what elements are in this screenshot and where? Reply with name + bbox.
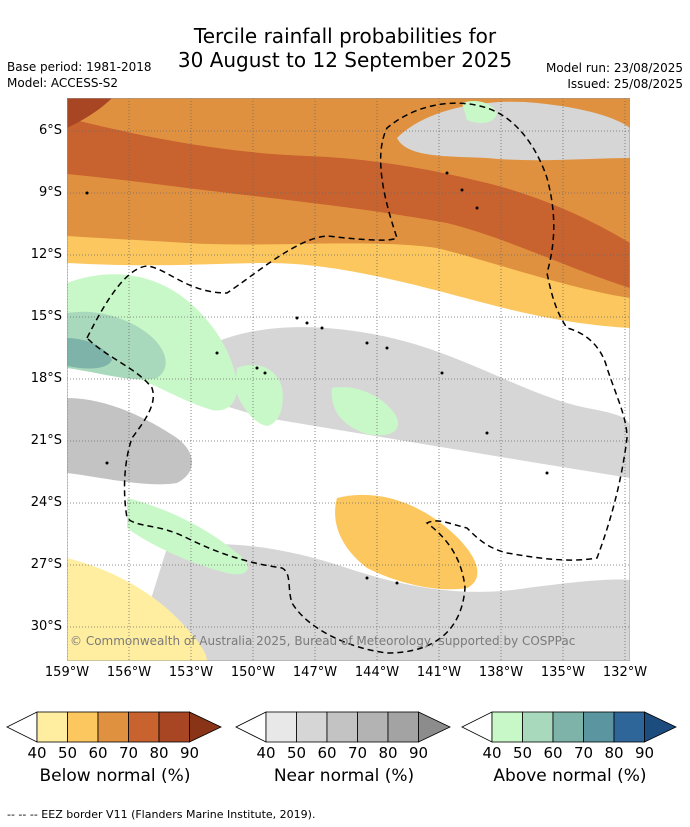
near-normal-patch-ne [397, 101, 630, 161]
tick-40: 40 [27, 744, 47, 762]
tick-50: 50 [286, 744, 307, 762]
colorbar-below-normal [6, 711, 222, 743]
tick-60: 60 [543, 744, 563, 762]
tick-90: 90 [179, 744, 200, 762]
below-normal-band-80 [67, 118, 630, 288]
colorbar-swatch [265, 711, 297, 743]
lon-label-159w: 159°W [44, 665, 90, 680]
lon-label-138w: 138°W [478, 665, 524, 680]
copyright-notice: © Commonwealth of Australia 2025, Bureau… [70, 634, 576, 648]
tick-40: 40 [256, 744, 276, 762]
lon-label-132w: 132°W [602, 665, 648, 680]
colorbar-swatch [189, 711, 222, 743]
tick-80: 80 [604, 744, 624, 762]
lat-label-12s: 12°S [30, 247, 62, 262]
lat-label-27s: 27°S [30, 557, 62, 572]
legend-title-below: Below normal (%) [39, 766, 191, 786]
colorbar-swatch [418, 711, 451, 743]
lat-label-30s: 30°S [30, 619, 62, 634]
eez-border-french-polynesia [86, 102, 628, 654]
lat-label-6s: 6°S [38, 123, 62, 138]
lon-label-141w: 141°W [416, 665, 462, 680]
lon-label-147w: 147°W [292, 665, 338, 680]
map-panel [67, 98, 630, 661]
above-normal-patch-east [331, 387, 398, 436]
tick-50: 50 [512, 744, 533, 762]
colorbar-swatch [97, 711, 129, 743]
model-name: Model: ACCESS-S2 [7, 76, 119, 90]
tick-40: 40 [482, 744, 502, 762]
colorbar-near-normal [235, 711, 451, 743]
lon-label-135w: 135°W [540, 665, 586, 680]
colorbar-swatch [128, 711, 160, 743]
lat-label-18s: 18°S [30, 371, 62, 386]
colorbar-swatch [491, 711, 523, 743]
graticule [67, 98, 630, 661]
colorbar-swatch [552, 711, 584, 743]
colorbar-swatch [326, 711, 358, 743]
issued-date: Issued: 25/08/2025 [567, 77, 683, 91]
tick-80: 80 [149, 744, 169, 762]
lat-label-21s: 21°S [30, 433, 62, 448]
legend-title-above: Above normal (%) [493, 766, 647, 786]
eez-footnote: -- -- -- EEZ border V11 (Flanders Marine… [7, 808, 316, 821]
near-normal-patch-center [167, 327, 630, 478]
tick-50: 50 [57, 744, 78, 762]
tick-90: 90 [408, 744, 429, 762]
colorbar-swatch [613, 711, 645, 743]
legend-title-near: Near normal (%) [273, 766, 415, 786]
lat-label-24s: 24°S [30, 495, 62, 510]
near-normal-patch-south [127, 544, 630, 661]
model-run: Model run: 23/08/2025 [545, 61, 683, 75]
above-normal-patch-center [235, 364, 283, 426]
tick-80: 80 [378, 744, 398, 762]
lat-label-9s: 9°S [38, 185, 62, 200]
colorbar-swatch [67, 711, 99, 743]
below-normal-patch-south [335, 494, 478, 590]
tick-60: 60 [88, 744, 108, 762]
colorbar-swatch [158, 711, 190, 743]
colorbar-swatch [357, 711, 389, 743]
colorbar-swatch [296, 711, 328, 743]
legend-near-normal: 40 50 60 70 80 90 Near normal (%) [234, 710, 454, 786]
tick-70: 70 [573, 744, 594, 762]
legend-below-normal: 40 50 60 70 80 90 Below normal (%) [5, 710, 225, 786]
above-normal-patch-ne [462, 101, 497, 124]
near-normal-patch-west [67, 398, 192, 485]
map-frame [67, 98, 630, 661]
tick-70: 70 [118, 744, 139, 762]
title-line-1: Tercile rainfall probabilities for [193, 24, 497, 48]
lon-label-153w: 153°W [168, 665, 214, 680]
colorbar-swatch [644, 711, 677, 743]
tick-90: 90 [634, 744, 655, 762]
colorbar-above-normal [461, 711, 677, 743]
title-line-2: 30 August to 12 September 2025 [177, 48, 513, 72]
colorbar-swatch [36, 711, 68, 743]
legend-above-normal: 40 50 60 70 80 90 Above normal (%) [460, 710, 680, 786]
above-normal-patch-south [127, 498, 248, 575]
below-normal-patch-southwest [67, 558, 207, 661]
tick-70: 70 [347, 744, 368, 762]
map-title: Tercile rainfall probabilities for 30 Au… [0, 24, 690, 72]
lon-label-144w: 144°W [354, 665, 400, 680]
lat-label-15s: 15°S [30, 309, 62, 324]
meta-right: Model run: 23/08/2025 Issued: 25/08/2025 [546, 60, 683, 92]
above-normal-patch-west-70 [67, 338, 112, 369]
lon-label-150w: 150°W [230, 665, 276, 680]
meta-left: Base period: 1981-2018 Model: ACCESS-S2 [7, 59, 152, 91]
island-markers [85, 171, 549, 585]
colorbar-swatch [583, 711, 615, 743]
colorbar-swatch [522, 711, 554, 743]
lon-label-156w: 156°W [106, 665, 152, 680]
colorbar-swatch [387, 711, 419, 743]
tick-60: 60 [317, 744, 337, 762]
base-period: Base period: 1981-2018 [7, 60, 152, 74]
below-normal-band-90 [67, 98, 112, 128]
